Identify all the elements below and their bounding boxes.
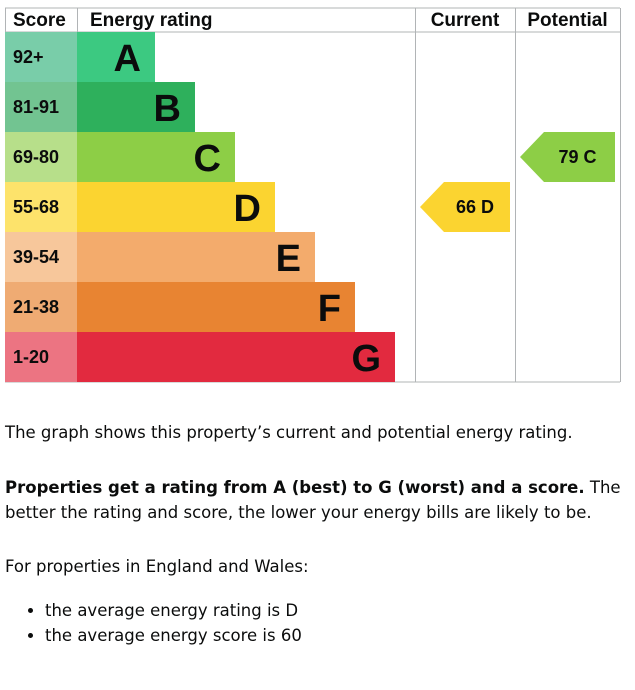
- band-bar-b: [77, 82, 195, 132]
- band-bar-e: [77, 232, 315, 282]
- score-range-f: 21-38: [13, 297, 59, 317]
- score-range-b: 81-91: [13, 97, 59, 117]
- score-cell-c: [5, 132, 77, 182]
- band-letter-g: G: [351, 338, 381, 380]
- band-letter-f: F: [318, 288, 341, 330]
- rating-explanation-bold: Properties get a rating from A (best) to…: [5, 478, 585, 497]
- score-range-g: 1-20: [13, 347, 49, 367]
- band-letter-e: E: [276, 238, 301, 280]
- header-current: Current: [431, 10, 500, 31]
- potential-rating-label: 79 C: [558, 147, 596, 167]
- band-bar-c: [77, 132, 235, 182]
- band-bar-g: [77, 332, 395, 382]
- band-letter-b: B: [154, 88, 181, 130]
- band-bar-a: [77, 32, 155, 82]
- score-cell-a: [5, 32, 77, 82]
- band-letter-c: C: [194, 138, 221, 180]
- list-item: the average energy rating is D: [45, 598, 302, 623]
- score-cell-d: [5, 182, 77, 232]
- score-cell-g: [5, 332, 77, 382]
- current-rating-arrow: [420, 182, 510, 232]
- band-bar-d: [77, 182, 275, 232]
- intro-text: The graph shows this property’s current …: [5, 423, 573, 442]
- header-energy-rating: Energy rating: [90, 10, 212, 31]
- header-score: Score: [13, 10, 66, 31]
- rating-explanation-rest: The better the rating and score, the low…: [5, 478, 621, 522]
- rating-explanation: Properties get a rating from A (best) to…: [5, 475, 625, 525]
- averages-list: the average energy rating is D the avera…: [5, 598, 302, 648]
- header-potential: Potential: [527, 10, 607, 31]
- potential-rating-arrow: [520, 132, 615, 182]
- list-item: the average energy score is 60: [45, 623, 302, 648]
- score-cell-b: [5, 82, 77, 132]
- region-text: For properties in England and Wales:: [5, 557, 309, 576]
- current-rating-label: 66 D: [456, 197, 494, 217]
- score-range-e: 39-54: [13, 247, 59, 267]
- score-range-a: 92+: [13, 47, 44, 67]
- band-letter-a: A: [114, 38, 141, 80]
- band-bar-f: [77, 282, 355, 332]
- score-range-c: 69-80: [13, 147, 59, 167]
- score-cell-f: [5, 282, 77, 332]
- energy-rating-chart: Score Energy rating Current Potential 92+ A 81…: [5, 7, 621, 383]
- score-range-d: 55-68: [13, 197, 59, 217]
- band-letter-d: D: [234, 188, 261, 230]
- score-cell-e: [5, 232, 77, 282]
